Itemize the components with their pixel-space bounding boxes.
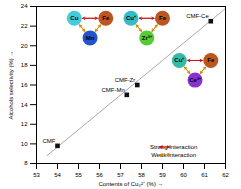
svg-text:58: 58 [138,172,145,178]
svg-text:Cu: Cu [70,15,78,21]
svg-text:Cu⁺: Cu⁺ [126,15,136,21]
svg-text:59: 59 [159,172,166,178]
svg-text:14: 14 [21,102,28,108]
svg-text:61: 61 [201,172,208,178]
svg-text:16: 16 [21,82,28,88]
svg-text:53: 53 [33,172,40,178]
svg-text:62: 62 [222,172,229,178]
svg-text:22: 22 [21,23,28,29]
svg-text:8: 8 [24,160,28,166]
svg-text:55: 55 [75,172,82,178]
svg-text:Zr³⁺: Zr³⁺ [142,35,152,41]
svg-text:60: 60 [180,172,187,178]
svg-text:12: 12 [21,121,28,127]
svg-text:Fe: Fe [102,15,110,21]
svg-text:Weak Interaction: Weak Interaction [151,152,196,158]
svg-text:Contents of Cu₀²⁺ (%) →: Contents of Cu₀²⁺ (%) → [98,181,163,187]
svg-text:24: 24 [21,3,28,9]
svg-text:54: 54 [54,172,61,178]
svg-text:18: 18 [21,62,28,68]
svg-text:CMF-Ce: CMF-Ce [186,13,209,19]
svg-text:57: 57 [117,172,124,178]
svg-text:Strong Interaction: Strong Interaction [150,144,197,150]
svg-text:Fe: Fe [159,15,167,21]
svg-text:10: 10 [21,141,28,147]
svg-text:CMF-Zr: CMF-Zr [115,77,136,83]
svg-text:Ce³⁺: Ce³⁺ [189,77,201,83]
svg-text:CMF: CMF [43,138,56,144]
svg-text:Cu⁺: Cu⁺ [174,57,184,63]
svg-text:Mn: Mn [86,35,95,41]
svg-text:CMF-Mn: CMF-Mn [101,87,124,93]
svg-text:Fe: Fe [207,57,215,63]
svg-text:Alcohols selectivity (%) →: Alcohols selectivity (%) → [8,50,14,119]
svg-text:56: 56 [96,172,103,178]
svg-text:20: 20 [21,43,28,49]
